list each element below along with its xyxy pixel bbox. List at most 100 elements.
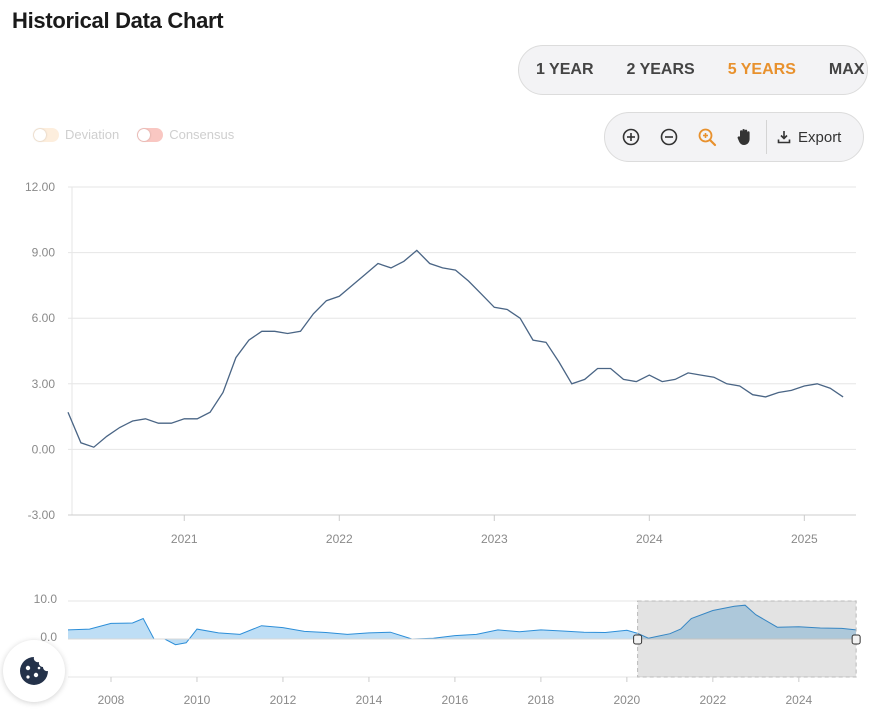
data-point — [243, 334, 255, 346]
data-point — [62, 406, 74, 418]
nav-x-tick-label: 2016 — [442, 693, 469, 707]
pan-icon[interactable] — [734, 126, 756, 148]
data-point — [553, 356, 565, 368]
consensus-label: Consensus — [169, 127, 235, 142]
page-title: Historical Data Chart — [12, 8, 224, 33]
data-point — [346, 279, 358, 291]
export-button[interactable]: Export — [777, 129, 841, 146]
range-max-button[interactable]: MAX — [828, 61, 865, 78]
navigator-chart[interactable]: 10.0 0.0 2008 2010 2012 2014 2016 2018 2020 2022 2… — [0, 588, 877, 713]
deviation-switch[interactable] — [33, 127, 59, 142]
data-point — [514, 312, 526, 324]
data-point — [798, 380, 810, 392]
data-point — [475, 288, 487, 300]
nav-x-tick-label: 2010 — [184, 693, 211, 707]
cookie-settings-button[interactable] — [3, 640, 65, 702]
consensus-toggle[interactable]: Consensus — [137, 127, 234, 142]
nav-selection-window — [637, 600, 857, 678]
data-point — [540, 336, 552, 348]
x-tick-label: 2021 — [171, 532, 198, 546]
data-point — [320, 295, 332, 307]
data-point — [398, 255, 410, 267]
nav-x-tick-label: 2024 — [785, 693, 812, 707]
data-point — [630, 376, 642, 388]
main-line-chart[interactable]: 12.00 9.00 6.00 3.00 0.00 -3.00 2021 2022 2023 20… — [0, 170, 877, 555]
data-point — [695, 369, 707, 381]
data-point — [385, 262, 397, 274]
data-point — [204, 406, 216, 418]
y-tick-label: 12.00 — [25, 180, 55, 194]
series-line — [67, 249, 844, 448]
data-point — [669, 373, 681, 385]
data-point — [282, 328, 294, 340]
data-point — [527, 334, 539, 346]
data-point — [114, 422, 126, 434]
y-tick-label: 6.00 — [32, 311, 56, 325]
data-point — [488, 301, 500, 313]
time-range-selector: 1 YEAR 2 YEARS 5 YEARS MAX — [518, 45, 868, 95]
nav-x-tick-label: 2014 — [356, 693, 383, 707]
x-tick-label: 2025 — [791, 532, 818, 546]
data-point — [230, 352, 242, 364]
range-5-years-button[interactable]: 5 YEARS — [727, 61, 796, 78]
data-point — [75, 437, 87, 449]
data-point — [424, 258, 436, 270]
data-point — [592, 362, 604, 374]
data-point — [747, 389, 759, 401]
range-1-year-button[interactable]: 1 YEAR — [536, 61, 594, 78]
zoom-select-icon[interactable] — [696, 126, 718, 148]
data-point — [165, 417, 177, 429]
series-toggles: Deviation Consensus — [33, 127, 252, 142]
data-point — [772, 387, 784, 399]
chart-toolbar: Export — [604, 112, 864, 162]
range-2-years-button[interactable]: 2 YEARS — [626, 61, 695, 78]
data-point — [140, 413, 152, 425]
data-point — [785, 384, 797, 396]
y-tick-label: -3.00 — [28, 508, 56, 522]
x-tick-label: 2022 — [326, 532, 353, 546]
x-tick-label: 2024 — [636, 532, 663, 546]
data-point — [152, 417, 164, 429]
data-point — [88, 441, 100, 453]
data-point — [708, 371, 720, 383]
zoom-out-icon[interactable] — [658, 126, 680, 148]
data-point — [191, 413, 203, 425]
data-point — [566, 378, 578, 390]
data-point — [269, 325, 281, 337]
data-point — [682, 367, 694, 379]
data-point — [656, 376, 668, 388]
deviation-label: Deviation — [65, 127, 120, 142]
data-point — [450, 264, 462, 276]
y-tick-label: 0.00 — [32, 442, 56, 456]
data-point — [811, 378, 823, 390]
nav-x-tick-label: 2018 — [528, 693, 555, 707]
data-point — [837, 391, 849, 403]
x-tick-label: 2023 — [481, 532, 508, 546]
nav-area — [68, 605, 856, 645]
data-point — [721, 378, 733, 390]
data-point — [824, 382, 836, 394]
deviation-toggle[interactable]: Deviation — [33, 127, 119, 142]
data-point — [333, 290, 345, 302]
nav-x-tick-label: 2012 — [270, 693, 297, 707]
data-point — [501, 303, 513, 315]
data-point — [359, 268, 371, 280]
nav-y-tick-label: 10.0 — [34, 592, 58, 606]
data-point — [178, 413, 190, 425]
data-point — [437, 262, 449, 274]
y-tick-label: 9.00 — [32, 246, 56, 260]
data-point — [372, 258, 384, 270]
data-point — [101, 430, 113, 442]
consensus-switch[interactable] — [137, 127, 164, 142]
data-point — [462, 275, 474, 287]
data-point — [256, 325, 268, 337]
data-point — [295, 325, 307, 337]
toolbar-divider — [766, 120, 767, 154]
data-point — [217, 387, 229, 399]
nav-x-tick-label: 2008 — [98, 693, 125, 707]
zoom-in-icon[interactable] — [620, 126, 642, 148]
data-point — [617, 373, 629, 385]
nav-handle-left[interactable] — [633, 634, 643, 645]
export-label: Export — [798, 128, 842, 146]
nav-handle-right[interactable] — [851, 634, 861, 645]
